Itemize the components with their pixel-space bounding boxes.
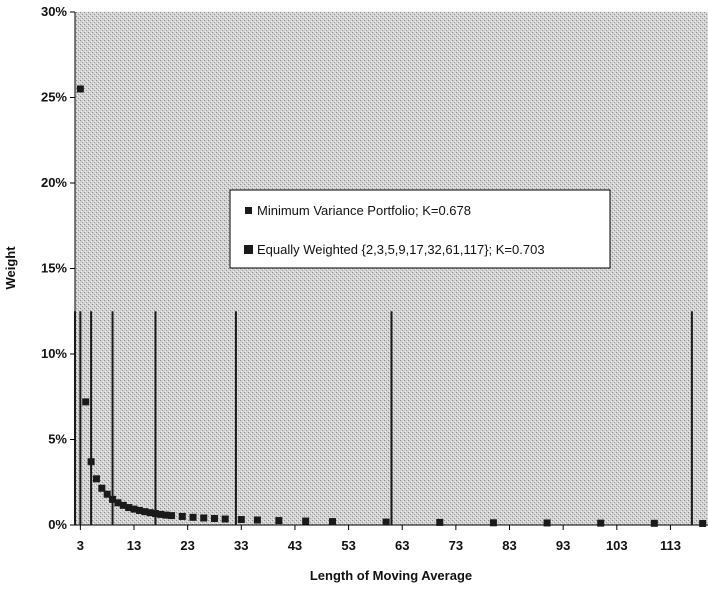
legend-label-equally-weighted: Equally Weighted {2,3,5,9,17,32,61,117};… <box>257 242 545 257</box>
x-tick-label: 83 <box>502 538 516 553</box>
point-minimum-variance <box>157 510 165 518</box>
x-axis-ticks: 3 13 23 33 43 53 63 73 83 93 103 113 <box>77 525 681 553</box>
point-minimum-variance <box>210 515 218 523</box>
y-tick-label: 5% <box>48 432 67 447</box>
x-tick-label: 13 <box>127 538 141 553</box>
point-minimum-variance <box>275 517 283 525</box>
y-tick-label: 30% <box>41 4 67 19</box>
point-minimum-variance <box>141 508 149 516</box>
legend-marker-minimum-variance <box>245 207 252 214</box>
y-tick-label: 15% <box>41 261 67 276</box>
point-minimum-variance <box>302 517 310 525</box>
point-minimum-variance <box>597 519 605 527</box>
point-minimum-variance <box>382 518 390 526</box>
y-tick-label: 25% <box>41 90 67 105</box>
point-minimum-variance <box>98 484 106 492</box>
x-tick-label: 43 <box>288 538 302 553</box>
legend: Minimum Variance Portfolio; K=0.678 Equa… <box>229 189 611 269</box>
y-tick-label: 0% <box>48 517 67 532</box>
point-minimum-variance <box>699 519 707 527</box>
point-minimum-variance <box>130 505 138 513</box>
point-minimum-variance <box>135 506 143 514</box>
x-tick-label: 23 <box>180 538 194 553</box>
point-minimum-variance <box>436 518 444 526</box>
point-minimum-variance <box>200 514 208 522</box>
point-minimum-variance <box>87 458 95 466</box>
point-minimum-variance <box>237 516 245 524</box>
x-tick-label: 93 <box>556 538 570 553</box>
y-axis-ticks: 0% 5% 10% 15% 20% 25% 30% <box>41 4 75 532</box>
y-tick-label: 20% <box>41 175 67 190</box>
legend-label-minimum-variance: Minimum Variance Portfolio; K=0.678 <box>257 203 471 218</box>
x-tick-label: 73 <box>449 538 463 553</box>
point-minimum-variance <box>76 85 84 93</box>
point-minimum-variance <box>189 513 197 521</box>
equally-weighted-series <box>74 311 693 525</box>
point-minimum-variance <box>162 511 170 519</box>
point-minimum-variance <box>168 512 176 520</box>
point-minimum-variance <box>92 475 100 483</box>
y-axis-title: Weight <box>3 246 18 290</box>
point-minimum-variance <box>151 510 159 518</box>
point-minimum-variance <box>650 519 658 527</box>
point-minimum-variance <box>82 398 90 406</box>
point-minimum-variance <box>146 509 154 517</box>
point-minimum-variance <box>178 512 186 520</box>
x-tick-label: 103 <box>606 538 628 553</box>
x-axis-title: Length of Moving Average <box>310 568 472 583</box>
point-minimum-variance <box>221 515 229 523</box>
y-tick-label: 10% <box>41 346 67 361</box>
x-tick-label: 63 <box>395 538 409 553</box>
point-minimum-variance <box>543 519 551 527</box>
x-tick-label: 3 <box>77 538 84 553</box>
point-minimum-variance <box>253 516 261 524</box>
point-minimum-variance <box>114 499 122 507</box>
point-minimum-variance <box>489 519 497 527</box>
x-tick-label: 53 <box>341 538 355 553</box>
point-minimum-variance <box>328 518 336 526</box>
point-minimum-variance <box>119 501 127 509</box>
minimum-variance-series <box>76 85 707 527</box>
point-minimum-variance <box>125 504 133 512</box>
legend-box <box>229 189 611 269</box>
x-tick-label: 113 <box>660 538 681 553</box>
x-tick-label: 33 <box>234 538 248 553</box>
point-minimum-variance <box>109 495 117 503</box>
legend-marker-equally-weighted <box>244 245 253 254</box>
point-minimum-variance <box>103 490 111 498</box>
